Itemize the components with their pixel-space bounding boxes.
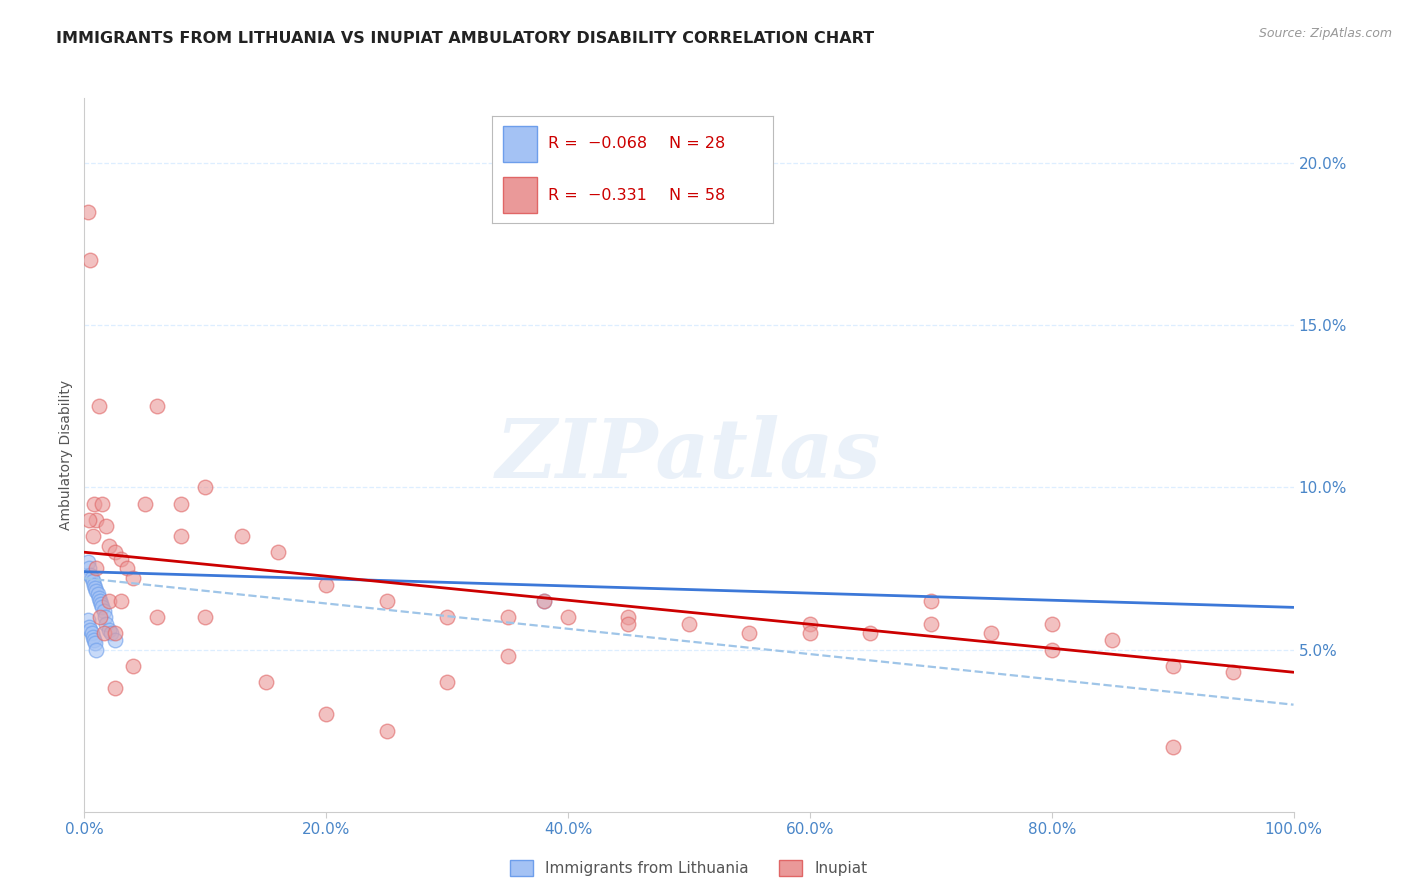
Text: IMMIGRANTS FROM LITHUANIA VS INUPIAT AMBULATORY DISABILITY CORRELATION CHART: IMMIGRANTS FROM LITHUANIA VS INUPIAT AMB… — [56, 31, 875, 46]
Point — [77, 555, 100, 569]
Point — [91, 497, 114, 511]
Point — [89, 610, 111, 624]
Point — [194, 480, 217, 494]
Point — [90, 597, 112, 611]
Point — [436, 610, 458, 624]
Point — [617, 610, 640, 624]
Point — [82, 529, 104, 543]
Point — [738, 626, 761, 640]
Point — [80, 626, 103, 640]
Point — [375, 594, 398, 608]
Point — [94, 519, 117, 533]
Point — [94, 616, 117, 631]
FancyBboxPatch shape — [503, 126, 537, 162]
Point — [146, 610, 169, 624]
Point — [77, 620, 100, 634]
Point — [557, 610, 579, 624]
Text: R =  −0.068: R = −0.068 — [548, 136, 648, 152]
Point — [1161, 658, 1184, 673]
Point — [1161, 739, 1184, 754]
Point — [799, 616, 821, 631]
Legend: Immigrants from Lithuania, Inupiat: Immigrants from Lithuania, Inupiat — [503, 855, 875, 882]
Point — [170, 529, 193, 543]
Point — [121, 571, 143, 585]
Point — [104, 681, 127, 696]
Point — [1040, 642, 1063, 657]
Text: R =  −0.331: R = −0.331 — [548, 187, 647, 202]
Point — [115, 561, 138, 575]
Text: N = 28: N = 28 — [669, 136, 725, 152]
Point — [93, 604, 115, 618]
Point — [87, 591, 110, 605]
Point — [80, 571, 103, 585]
Point — [89, 594, 111, 608]
Point — [254, 675, 277, 690]
Point — [533, 594, 555, 608]
Point — [79, 253, 101, 268]
Point — [82, 574, 104, 589]
FancyBboxPatch shape — [503, 177, 537, 213]
Point — [83, 632, 105, 647]
Text: ZIPatlas: ZIPatlas — [496, 415, 882, 495]
Point — [110, 551, 132, 566]
Point — [77, 513, 100, 527]
Point — [86, 587, 108, 601]
Point — [93, 626, 115, 640]
Point — [146, 399, 169, 413]
Point — [97, 539, 120, 553]
Point — [375, 723, 398, 738]
Point — [77, 613, 100, 627]
Point — [859, 626, 882, 640]
Point — [496, 648, 519, 663]
Point — [267, 545, 290, 559]
Point — [315, 707, 337, 722]
Point — [100, 626, 122, 640]
Point — [799, 626, 821, 640]
Point — [94, 610, 117, 624]
Point — [86, 584, 108, 599]
Point — [1040, 616, 1063, 631]
Point — [231, 529, 253, 543]
Point — [121, 658, 143, 673]
Point — [79, 623, 101, 637]
Point — [87, 399, 110, 413]
Point — [533, 594, 555, 608]
Point — [678, 616, 700, 631]
Point — [104, 626, 127, 640]
Point — [194, 610, 217, 624]
Point — [97, 623, 120, 637]
Point — [86, 642, 108, 657]
Point — [83, 577, 105, 591]
Point — [1222, 665, 1244, 680]
Point — [170, 497, 193, 511]
Point — [86, 561, 108, 575]
Point — [79, 568, 101, 582]
Point — [110, 594, 132, 608]
Point — [104, 545, 127, 559]
Point — [617, 616, 640, 631]
Text: Source: ZipAtlas.com: Source: ZipAtlas.com — [1258, 27, 1392, 40]
Point — [104, 632, 127, 647]
Point — [86, 513, 108, 527]
Point — [84, 636, 107, 650]
Y-axis label: Ambulatory Disability: Ambulatory Disability — [59, 380, 73, 530]
Point — [91, 600, 114, 615]
Point — [315, 577, 337, 591]
Point — [82, 630, 104, 644]
Point — [97, 594, 120, 608]
Point — [77, 204, 100, 219]
Point — [77, 561, 100, 575]
Point — [84, 581, 107, 595]
Point — [1101, 632, 1123, 647]
Point — [436, 675, 458, 690]
Text: N = 58: N = 58 — [669, 187, 725, 202]
Point — [83, 497, 105, 511]
Point — [920, 616, 942, 631]
Point — [134, 497, 156, 511]
Point — [980, 626, 1002, 640]
Point — [920, 594, 942, 608]
Point — [496, 610, 519, 624]
